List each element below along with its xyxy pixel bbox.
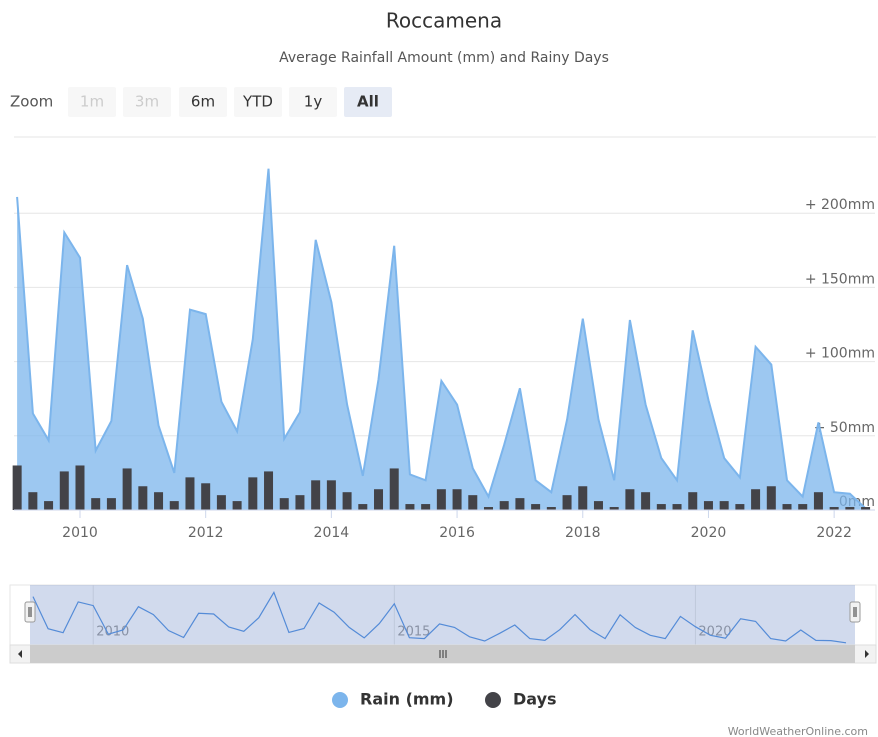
chart-title: Roccamena — [386, 9, 502, 33]
days-bar — [672, 504, 682, 510]
x-tick-label: 2022 — [816, 525, 852, 541]
x-tick-label: 2020 — [691, 525, 727, 541]
zoom-button-label[interactable]: 6m — [191, 93, 215, 111]
days-bar — [358, 504, 368, 510]
days-bar — [798, 504, 808, 510]
days-bar — [248, 477, 258, 510]
zoom-button-label[interactable]: 1y — [304, 93, 323, 111]
zoom-button[interactable] — [179, 87, 227, 117]
days-bar — [12, 465, 22, 510]
days-bar — [625, 489, 635, 510]
days-bar — [295, 495, 305, 510]
days-bar — [813, 492, 823, 510]
zoom-button[interactable] — [344, 87, 392, 117]
days-bar — [829, 507, 839, 510]
navigator-handle[interactable] — [24, 601, 36, 623]
days-bar — [468, 495, 478, 510]
y-tick-label: + 150mm — [805, 271, 875, 287]
navigator-mask — [30, 585, 855, 645]
x-tick-label: 2018 — [565, 525, 601, 541]
days-bar — [185, 477, 195, 510]
days-bar — [751, 489, 761, 510]
legend-symbol[interactable] — [485, 692, 501, 708]
days-bar — [311, 480, 321, 510]
days-bar — [405, 504, 415, 510]
days-bar — [656, 504, 666, 510]
legend-label[interactable]: Days — [513, 690, 557, 709]
zoom-button-label: 1m — [80, 93, 104, 111]
days-bar — [91, 498, 101, 510]
days-bar — [499, 501, 509, 510]
zoom-label: Zoom — [10, 93, 53, 111]
days-bar — [279, 498, 289, 510]
zoom-button-label[interactable]: All — [357, 93, 379, 111]
x-tick-label: 2014 — [314, 525, 350, 541]
days-bar — [75, 465, 85, 510]
scroll-right-arrow[interactable] — [865, 650, 869, 658]
days-bar — [578, 486, 588, 510]
days-bar — [59, 471, 69, 510]
days-bar — [593, 501, 603, 510]
legend-symbol[interactable] — [332, 692, 348, 708]
days-bar — [169, 501, 179, 510]
days-bar — [483, 507, 493, 510]
days-bar — [609, 507, 619, 510]
days-bar — [232, 501, 242, 510]
days-bar — [326, 480, 336, 510]
y-tick-label: + 100mm — [805, 346, 875, 362]
days-bar — [641, 492, 651, 510]
days-bar — [374, 489, 384, 510]
days-bar — [389, 468, 399, 510]
days-bar — [436, 489, 446, 510]
days-bar — [122, 468, 132, 510]
x-tick-label: 2016 — [439, 525, 475, 541]
zoom-button — [123, 87, 171, 117]
navigator-line — [32, 591, 847, 644]
days-bar — [861, 507, 871, 510]
days-bar — [106, 498, 116, 510]
credits: WorldWeatherOnline.com — [728, 725, 868, 737]
days-bar — [719, 501, 729, 510]
days-bar — [703, 501, 713, 510]
days-bar — [216, 495, 226, 510]
days-bar — [342, 492, 352, 510]
zoom-button[interactable] — [234, 87, 282, 117]
rain-line — [16, 168, 867, 510]
y-tick-label: + 200mm — [805, 197, 875, 213]
x-tick-label: 2010 — [62, 525, 98, 541]
days-bar — [688, 492, 698, 510]
legend-label[interactable]: Rain (mm) — [360, 690, 454, 709]
days-bar — [845, 507, 855, 510]
navigator-handle[interactable] — [849, 601, 861, 623]
rain-area — [17, 168, 866, 510]
days-bar — [546, 507, 556, 510]
days-bar — [766, 486, 776, 510]
chart-subtitle: Average Rainfall Amount (mm) and Rainy D… — [279, 50, 609, 66]
days-bar — [264, 471, 274, 510]
days-bar — [138, 486, 148, 510]
zoom-button — [68, 87, 116, 117]
zoom-button-label: 3m — [135, 93, 159, 111]
days-bar — [735, 504, 745, 510]
days-bar — [782, 504, 792, 510]
days-bar — [44, 501, 54, 510]
y-tick-label: + 50mm — [814, 420, 875, 436]
zoom-button[interactable] — [289, 87, 337, 117]
days-bar — [201, 483, 211, 510]
x-tick-label: 2012 — [188, 525, 224, 541]
days-bar — [452, 489, 462, 510]
scroll-left-arrow[interactable] — [18, 650, 22, 658]
navigator-tick-label: 2020 — [698, 625, 731, 640]
days-bar — [531, 504, 541, 510]
days-bar — [154, 492, 164, 510]
days-bar — [515, 498, 525, 510]
zoom-button-label[interactable]: YTD — [242, 93, 273, 111]
days-bar — [421, 504, 431, 510]
days-bar — [562, 495, 572, 510]
days-bar — [28, 492, 38, 510]
